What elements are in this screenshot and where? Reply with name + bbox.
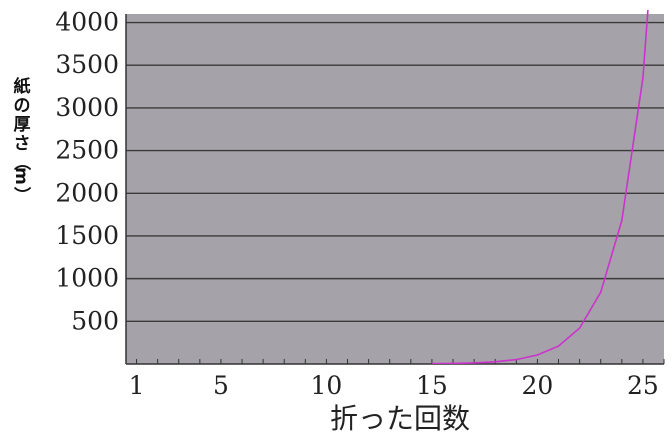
x-tick-label: 20 <box>522 371 554 400</box>
y-tick-label: 3500 <box>55 50 119 79</box>
y-tick-label: 2500 <box>55 136 119 165</box>
y-tick-label: 500 <box>71 306 119 335</box>
y-tick-label: 3000 <box>55 93 119 122</box>
x-axis-tick-labels: 1 5 10 15 20 25 <box>129 371 659 400</box>
y-label-char: （ <box>11 154 32 171</box>
y-label-char: さ <box>14 134 31 154</box>
x-tick-label: 10 <box>311 371 343 400</box>
y-label-char: の <box>14 96 31 116</box>
x-tick-label: 15 <box>416 371 448 400</box>
gridlines <box>126 21 664 323</box>
y-tick-label: 1000 <box>55 264 119 293</box>
y-axis-tick-labels: 500 1000 1500 2000 2500 3000 3500 4000 <box>55 8 119 336</box>
x-tick-label: 1 <box>129 371 145 400</box>
y-tick-label: 2000 <box>55 178 119 207</box>
y-label-char: m <box>11 167 31 185</box>
y-tick-label: 4000 <box>55 8 119 37</box>
x-tick-label: 25 <box>627 371 659 400</box>
series-lines <box>431 10 649 364</box>
x-axis-label: 折った回数 <box>330 402 470 435</box>
y-label-char: 紙 <box>14 76 31 97</box>
series-line <box>431 10 649 364</box>
y-tick-label: 1500 <box>55 221 119 250</box>
y-label-char: ） <box>11 187 32 204</box>
x-tick-label: 5 <box>213 371 229 400</box>
y-label-char: 厚 <box>14 115 31 135</box>
plot-area <box>126 14 664 364</box>
